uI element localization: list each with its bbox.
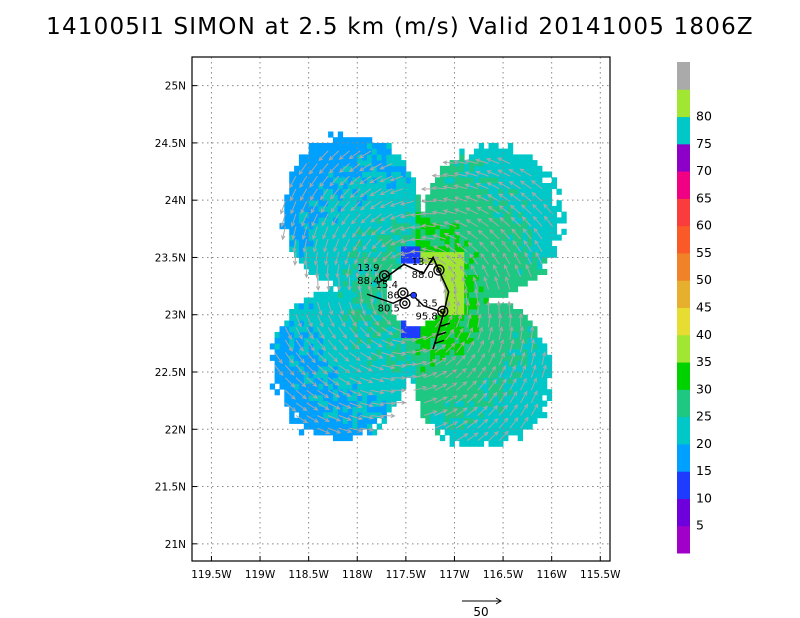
colorbar: 5 10 15 20 25 30 35 40 45 50 55 60 65 70 75 80 xyxy=(677,62,712,554)
colorbar-label: 60 xyxy=(696,218,712,233)
y-tick-label: 21N xyxy=(165,539,186,551)
colorbar-swatch xyxy=(677,416,690,445)
x-tick-label: 119W xyxy=(245,569,276,581)
leg-marker-inner xyxy=(400,290,406,296)
colorbar-swatch xyxy=(677,498,690,527)
colorbar-swatch xyxy=(677,171,690,199)
x-tick-label: 115.5W xyxy=(580,569,621,581)
colorbar-swatch xyxy=(677,525,690,554)
wind-speed-field xyxy=(269,131,567,447)
colorbar-swatch xyxy=(677,471,690,499)
colorbar-label: 5 xyxy=(696,518,704,533)
y-axis-ticks: 25N 24.5N 24N 23.5N 23N 22.5N 22N 21.5N 21N xyxy=(155,81,197,551)
x-tick-label: 117.5W xyxy=(386,569,427,581)
leg-marker-outer xyxy=(397,287,409,299)
wind-vectors xyxy=(274,150,553,442)
colorbar-swatch xyxy=(677,225,690,254)
colorbar-swatch xyxy=(677,443,690,472)
colorbar-swatch xyxy=(677,334,690,363)
wind-barb xyxy=(440,322,451,327)
reference-arrow-head xyxy=(495,597,502,605)
colorbar-swatch xyxy=(677,116,690,145)
colorbar-swatch xyxy=(677,89,690,118)
x-tick-label: 119.5W xyxy=(191,569,232,581)
colorbar-label: 30 xyxy=(696,381,712,396)
wind-barb xyxy=(434,339,445,345)
y-tick-label: 24N xyxy=(165,195,186,207)
colorbar-swatch xyxy=(677,389,690,418)
y-tick-label: 23N xyxy=(165,310,186,322)
lat-lon-grid xyxy=(192,57,610,561)
leg-marker-inner xyxy=(381,272,388,279)
leg-label-value: 88.4 xyxy=(357,276,379,287)
chart-title: 141005I1 SIMON at 2.5 km (m/s) Valid 201… xyxy=(46,14,754,40)
colorbar-label: 70 xyxy=(696,163,712,178)
storm-center-marker xyxy=(410,291,418,299)
leg-label-pressure: 15.4 xyxy=(376,280,398,291)
leg-marker-outer xyxy=(399,297,411,309)
leg-label-pressure: 13.2 xyxy=(412,257,434,268)
colorbar-label: 75 xyxy=(696,136,712,151)
wind-barb xyxy=(436,331,447,337)
flight-track: 13.9 88.4 13.2 88.0 15.486 80.5 13.5 95.8 xyxy=(357,255,451,350)
reference-label: 50 xyxy=(473,605,488,618)
leg-label-value: 80.5 xyxy=(378,303,400,314)
x-tick-label: 118.5W xyxy=(288,569,329,581)
colorbar-label: 20 xyxy=(696,436,712,451)
plot-frame xyxy=(191,56,611,562)
reference-vector: 50 xyxy=(462,597,502,618)
y-tick-label: 22N xyxy=(165,424,186,436)
y-tick-label: 25N xyxy=(165,81,186,93)
y-tick-label: 24.5N xyxy=(155,138,186,150)
colorbar-label: 25 xyxy=(696,409,712,424)
leg-label-pressure: 13.9 xyxy=(357,263,379,274)
colorbar-label: 55 xyxy=(696,245,712,260)
colorbar-label: 80 xyxy=(696,109,712,124)
colorbar-swatch xyxy=(677,62,690,90)
y-tick-label: 23.5N xyxy=(155,252,186,264)
leg-label-value: 95.8 xyxy=(416,311,438,322)
leg-marker-outer xyxy=(437,305,449,317)
leg-marker-inner xyxy=(439,308,446,315)
colorbar-label: 45 xyxy=(696,300,712,315)
x-tick-label: 116W xyxy=(536,569,567,581)
leg-marker-inner xyxy=(402,300,408,307)
colorbar-label: 40 xyxy=(696,327,712,342)
x-tick-label: 118W xyxy=(342,569,373,581)
colorbar-label: 10 xyxy=(696,490,712,505)
colorbar-swatch xyxy=(677,143,690,172)
x-axis-ticks: 119.5W 119W 118.5W 118W 117.5W 117W 116.5W 116W… xyxy=(191,556,621,581)
colorbar-label: 65 xyxy=(696,190,712,205)
leg-marker-inner xyxy=(436,267,442,273)
y-tick-label: 21.5N xyxy=(155,482,186,494)
colorbar-label: 50 xyxy=(696,272,712,287)
leg-marker-outer xyxy=(433,264,445,276)
colorbar-label: 35 xyxy=(696,354,712,369)
leg-label-value: 88.0 xyxy=(412,270,434,281)
colorbar-swatch xyxy=(677,198,690,227)
colorbar-swatch xyxy=(677,280,690,308)
leg-label-pressure: 86 xyxy=(387,290,400,301)
x-tick-label: 117W xyxy=(439,569,470,581)
colorbar-swatch xyxy=(677,307,690,336)
colorbar-label: 15 xyxy=(696,463,712,478)
y-tick-label: 22.5N xyxy=(155,367,186,379)
colorbar-swatch xyxy=(677,362,690,390)
leg-marker-outer xyxy=(378,270,391,282)
leg-label-pressure: 13.5 xyxy=(416,298,438,309)
colorbar-swatch xyxy=(677,252,690,281)
x-tick-label: 116.5W xyxy=(483,569,524,581)
